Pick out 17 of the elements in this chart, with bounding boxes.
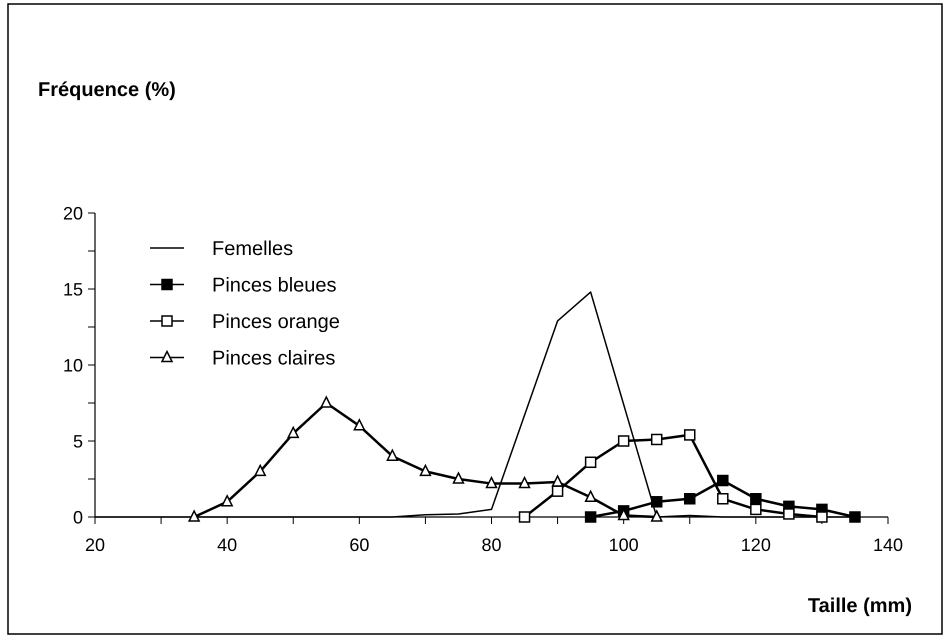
y-tick-label: 10 (62, 355, 83, 376)
y-tick-label: 0 (72, 507, 83, 528)
x-axis-title: Taille (mm) (808, 595, 912, 617)
text: Fréquence (%) (38, 79, 176, 101)
x-tick-label: 40 (217, 535, 238, 555)
x-tick-label: 80 (481, 535, 502, 555)
x-tick-label: 100 (608, 535, 639, 555)
legend-label: Pinces claires (212, 348, 336, 370)
legend-label: Femelles (212, 238, 294, 260)
x-tick-label: 60 (349, 535, 370, 555)
legend-label: Pinces bleues (212, 274, 337, 296)
x-tick-label: 140 (872, 535, 904, 555)
y-tick-label: 15 (62, 279, 83, 300)
legend-label: Pinces orange (212, 311, 340, 333)
y-tick-label: 5 (72, 431, 83, 452)
x-tick-label: 120 (740, 535, 771, 555)
y-tick-label: 20 (62, 203, 83, 224)
